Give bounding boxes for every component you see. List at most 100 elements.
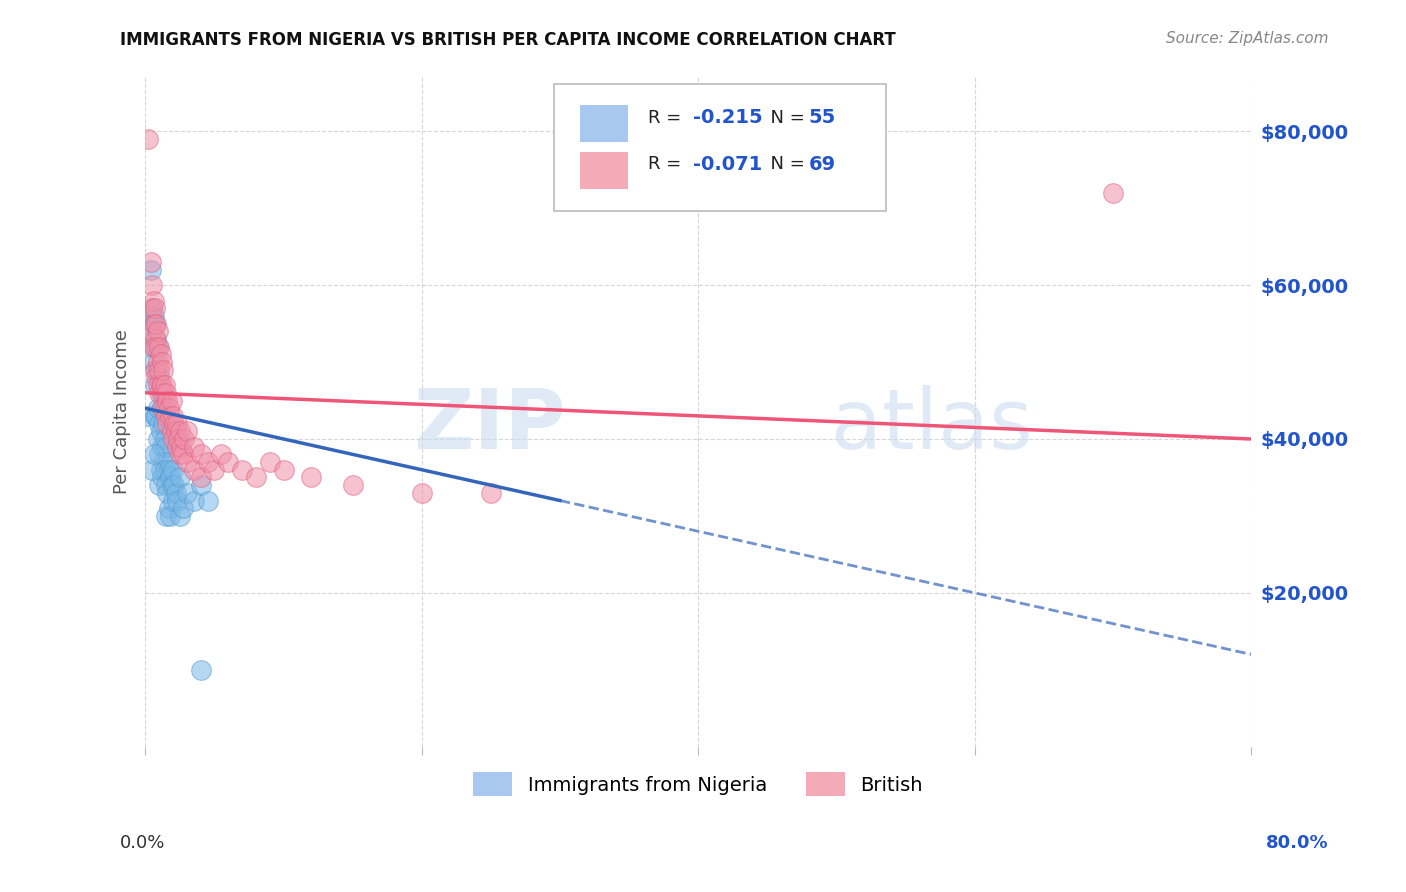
Point xyxy=(153,432,176,446)
Point xyxy=(142,317,165,331)
Text: -0.215: -0.215 xyxy=(693,108,762,127)
Point xyxy=(155,508,177,523)
Point xyxy=(169,508,191,523)
Point xyxy=(146,378,169,392)
Y-axis label: Per Capita Income: Per Capita Income xyxy=(114,330,131,494)
Point xyxy=(176,455,198,469)
Text: N =: N = xyxy=(759,155,810,173)
Point xyxy=(163,417,186,431)
Point xyxy=(197,493,219,508)
Point xyxy=(149,378,172,392)
Point xyxy=(176,485,198,500)
Point xyxy=(148,478,170,492)
Point xyxy=(176,425,198,439)
Point xyxy=(142,447,165,461)
Text: 55: 55 xyxy=(808,108,837,127)
Point xyxy=(145,317,167,331)
Point xyxy=(150,440,173,454)
Point xyxy=(169,447,191,461)
Point xyxy=(146,340,169,354)
Point xyxy=(150,401,173,416)
Point xyxy=(165,425,187,439)
Point xyxy=(138,317,160,331)
Point xyxy=(142,293,165,308)
Point xyxy=(143,301,166,316)
Text: N =: N = xyxy=(759,109,810,127)
Text: ZIP: ZIP xyxy=(413,385,565,466)
Point xyxy=(165,485,187,500)
Text: R =: R = xyxy=(648,155,688,173)
Point xyxy=(152,363,174,377)
Point xyxy=(173,432,195,446)
Point xyxy=(160,478,183,492)
Text: Source: ZipAtlas.com: Source: ZipAtlas.com xyxy=(1166,31,1329,46)
Point xyxy=(150,355,173,369)
Text: R =: R = xyxy=(648,109,688,127)
FancyBboxPatch shape xyxy=(579,152,628,189)
Point xyxy=(259,455,281,469)
Point xyxy=(160,393,183,408)
Point xyxy=(148,385,170,400)
Point xyxy=(153,463,176,477)
Point xyxy=(143,378,166,392)
Point xyxy=(148,340,170,354)
Point xyxy=(139,255,162,269)
Point xyxy=(149,347,172,361)
Point xyxy=(162,432,184,446)
Legend: Immigrants from Nigeria, British: Immigrants from Nigeria, British xyxy=(465,764,931,804)
Point xyxy=(143,363,166,377)
Point xyxy=(159,470,181,484)
Point xyxy=(149,385,172,400)
Point xyxy=(150,470,173,484)
Point xyxy=(149,463,172,477)
FancyBboxPatch shape xyxy=(554,84,886,211)
Point xyxy=(159,508,181,523)
Point xyxy=(152,455,174,469)
Text: -0.071: -0.071 xyxy=(693,155,762,174)
Point xyxy=(152,385,174,400)
Point xyxy=(172,447,194,461)
Point xyxy=(202,463,225,477)
Point xyxy=(143,332,166,346)
Point xyxy=(166,417,188,431)
Point xyxy=(148,417,170,431)
Point xyxy=(145,340,167,354)
Point xyxy=(157,463,180,477)
Point xyxy=(156,455,179,469)
Text: 80.0%: 80.0% xyxy=(1265,834,1329,852)
Point xyxy=(141,278,163,293)
Point xyxy=(183,493,205,508)
Point xyxy=(141,301,163,316)
Point xyxy=(155,440,177,454)
Point xyxy=(170,440,193,454)
Point xyxy=(157,401,180,416)
Point xyxy=(136,132,159,146)
Point xyxy=(155,409,177,423)
FancyBboxPatch shape xyxy=(579,105,628,143)
Point xyxy=(160,425,183,439)
Point xyxy=(159,409,181,423)
Point xyxy=(172,501,194,516)
Point xyxy=(150,378,173,392)
Point xyxy=(190,478,212,492)
Point xyxy=(155,478,177,492)
Point xyxy=(162,409,184,423)
Point xyxy=(142,355,165,369)
Point xyxy=(166,440,188,454)
Point xyxy=(245,470,267,484)
Point xyxy=(148,370,170,384)
Point xyxy=(143,409,166,423)
Point xyxy=(190,470,212,484)
Point xyxy=(162,493,184,508)
Point xyxy=(163,478,186,492)
Point xyxy=(150,401,173,416)
Point xyxy=(142,340,165,354)
Point xyxy=(1101,186,1123,200)
Point xyxy=(153,378,176,392)
Point xyxy=(136,409,159,423)
Point xyxy=(141,324,163,338)
Point xyxy=(145,409,167,423)
Point xyxy=(156,485,179,500)
Point xyxy=(146,401,169,416)
Point xyxy=(156,393,179,408)
